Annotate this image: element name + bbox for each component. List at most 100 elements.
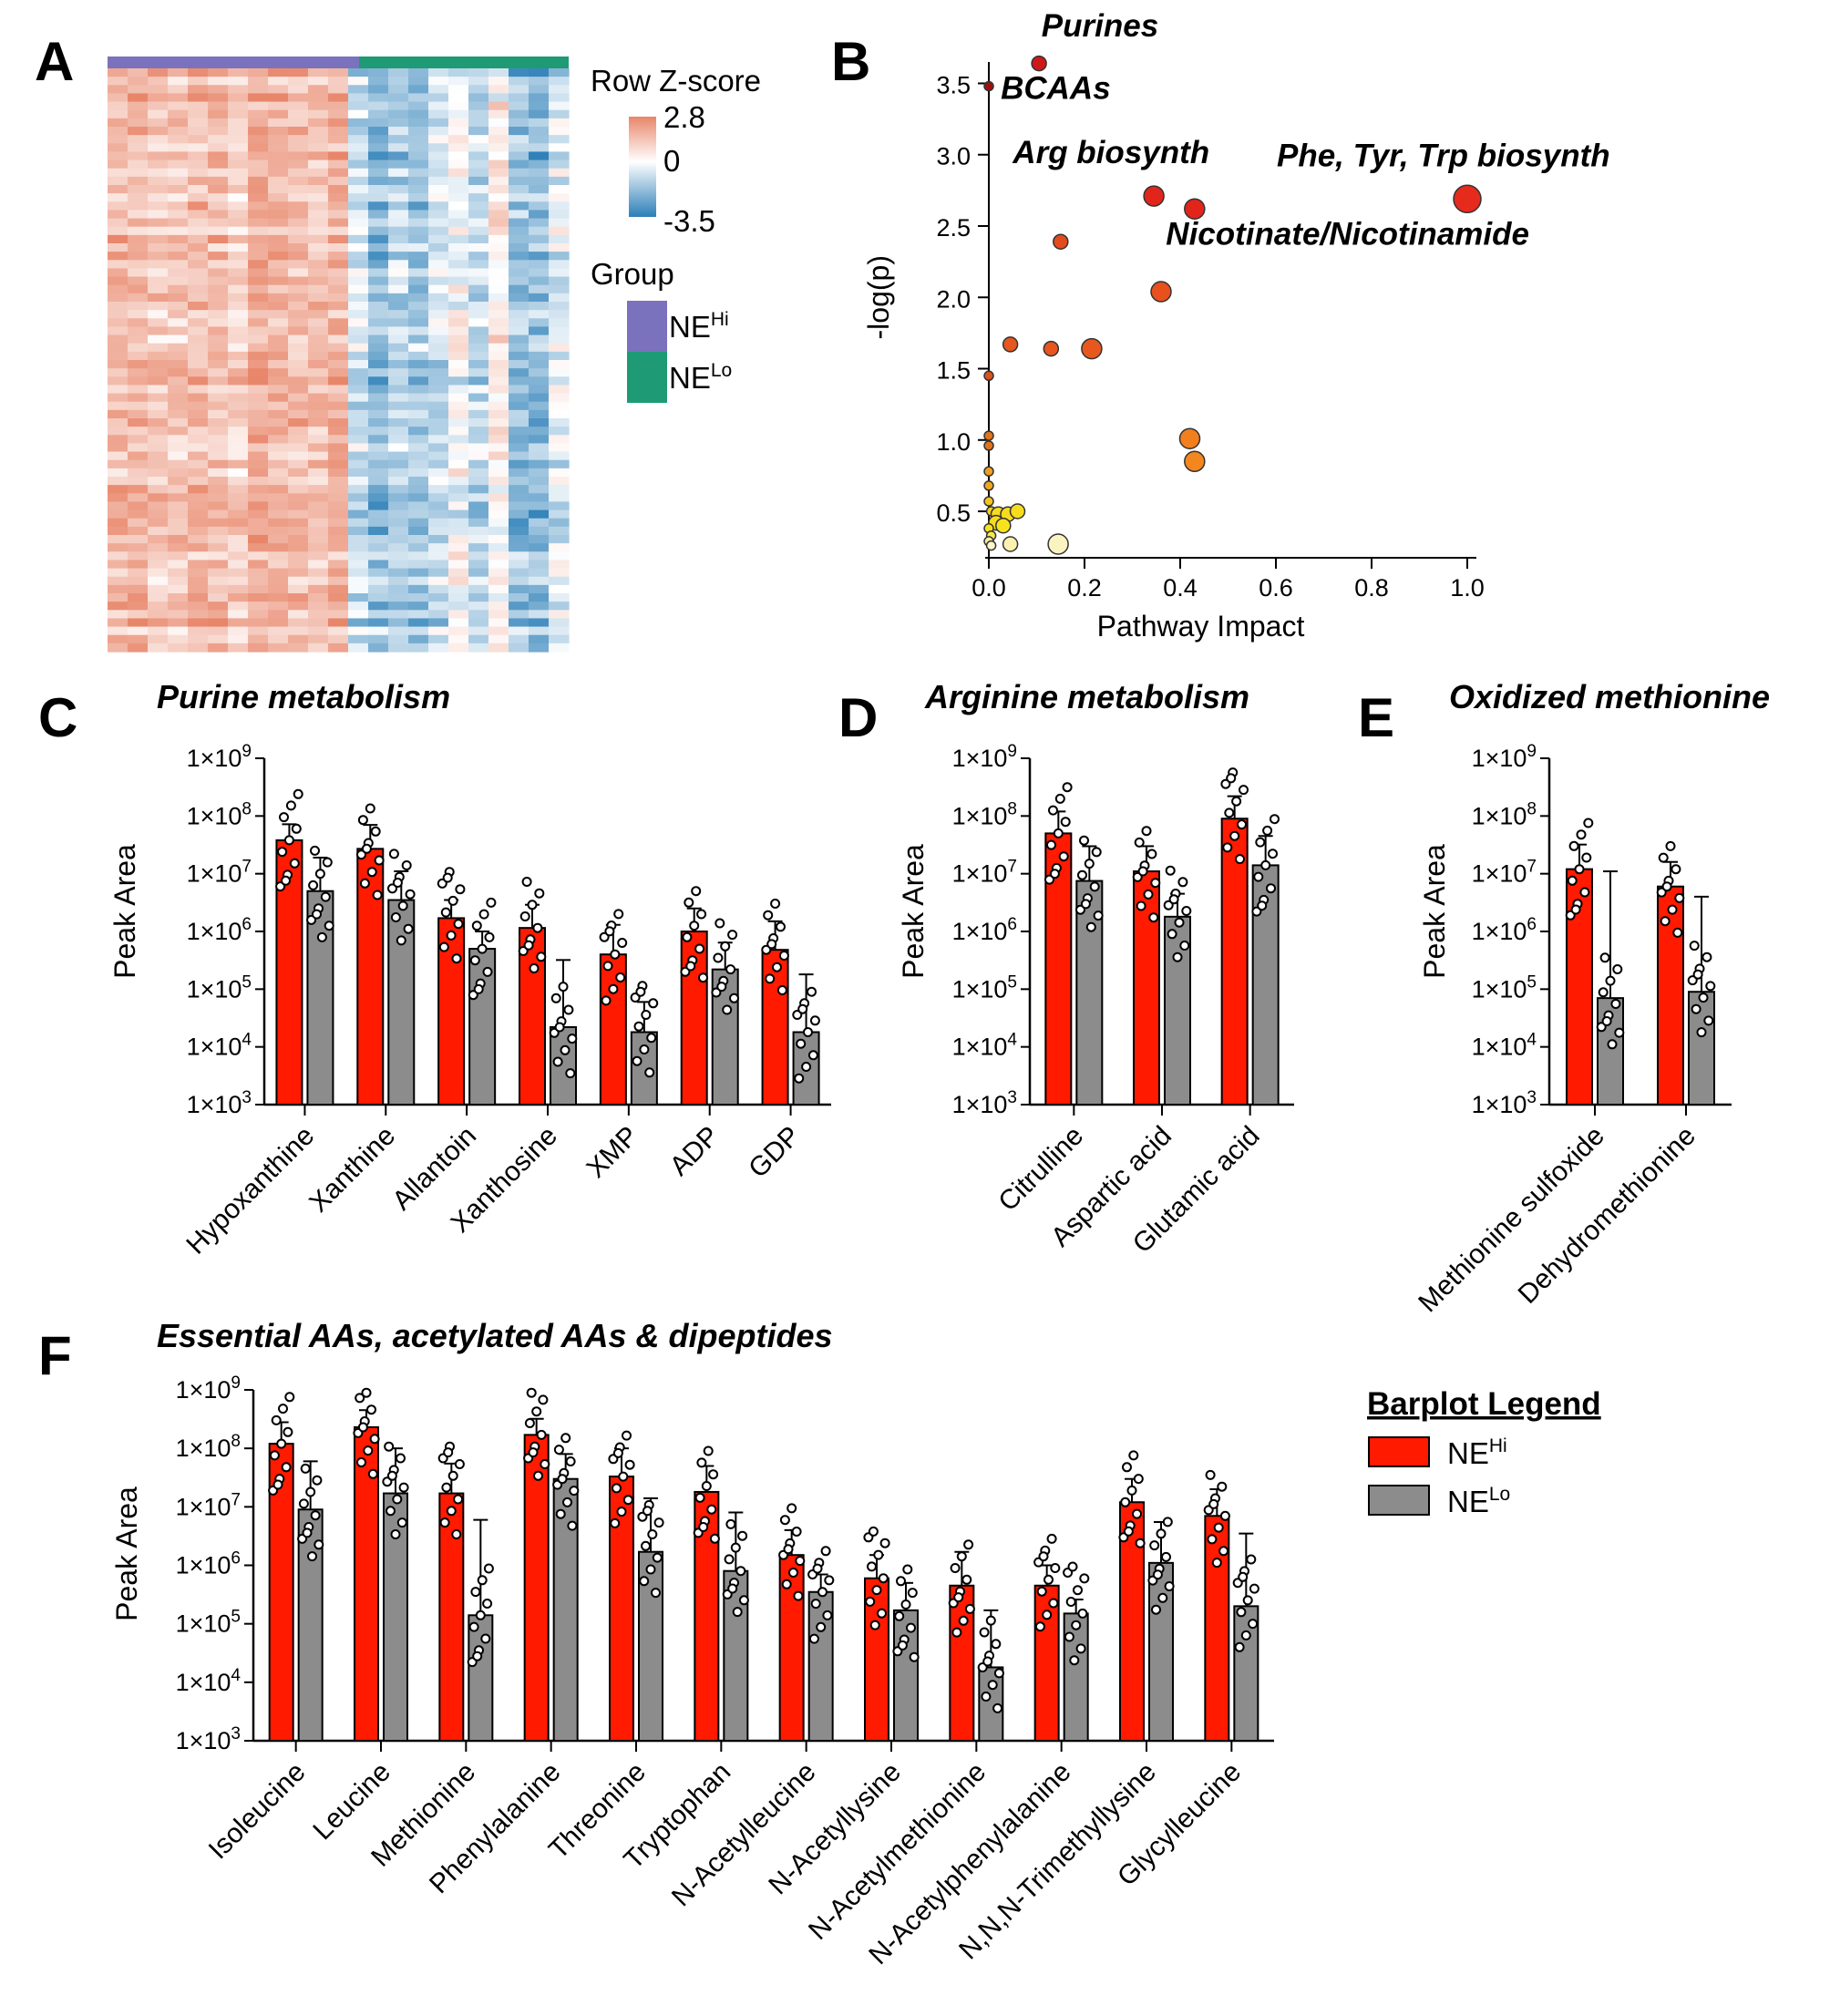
f-data-point <box>1071 1620 1082 1630</box>
heatmap-cell <box>328 576 349 586</box>
heatmap-cell <box>468 418 489 427</box>
heatmap-cell <box>408 427 429 436</box>
heatmap-cell <box>509 459 529 469</box>
heatmap-cell <box>228 243 249 252</box>
heatmap-cell <box>468 210 489 220</box>
heatmap-cell <box>308 302 329 311</box>
heatmap-cell <box>108 509 129 519</box>
heatmap-cell <box>488 477 509 486</box>
heatmap-cell <box>208 201 229 211</box>
heatmap-cell <box>188 610 209 620</box>
heatmap-cell <box>428 576 449 586</box>
heatmap-cell <box>348 368 369 377</box>
heatmap-cell <box>328 551 349 561</box>
heatmap-cell <box>228 459 249 469</box>
heatmap-cell <box>128 584 149 594</box>
heatmap-cell <box>188 334 209 345</box>
f-data-point <box>1042 1610 1053 1620</box>
heatmap-cell <box>108 401 129 411</box>
f-data-point <box>307 1551 317 1562</box>
heatmap-cell <box>128 210 149 220</box>
heatmap-cell <box>368 526 389 536</box>
heatmap-cell <box>108 310 129 319</box>
heatmap-cell <box>228 568 249 578</box>
b-x-tick-label: 1.0 <box>1450 574 1485 602</box>
heatmap-cell <box>448 101 469 111</box>
heatmap-cell <box>168 168 189 178</box>
heatmap-cell <box>509 68 529 77</box>
heatmap-cell <box>448 427 469 436</box>
heatmap-cell <box>388 576 409 586</box>
heatmap-cell <box>468 193 489 202</box>
heatmap-cell <box>148 109 169 119</box>
heatmap-cell <box>468 310 489 319</box>
heatmap-cell <box>208 326 229 336</box>
heatmap-cell <box>348 318 369 328</box>
heatmap-cell <box>248 634 269 644</box>
heatmap-cell <box>288 218 309 228</box>
heatmap-cell <box>228 593 249 602</box>
heatmap-cell <box>108 260 129 270</box>
heatmap-cell <box>488 252 509 261</box>
heatmap-cell <box>128 509 149 519</box>
heatmap-cell <box>348 501 369 511</box>
heatmap-cell <box>388 210 409 220</box>
heatmap-cell <box>368 602 389 611</box>
heatmap-cell <box>308 493 329 503</box>
heatmap-cell <box>468 584 489 594</box>
heatmap-cell <box>288 543 309 552</box>
c-y-tick-label: 1×107 <box>187 858 252 888</box>
heatmap-cell <box>448 218 469 228</box>
heatmap-cell <box>228 260 249 270</box>
f-data-point <box>1205 1469 1216 1480</box>
b-point <box>1184 198 1206 220</box>
heatmap-cell <box>348 226 369 236</box>
heatmap-cell <box>308 234 329 244</box>
heatmap-cell <box>549 159 570 170</box>
heatmap-cell <box>168 518 189 528</box>
heatmap-cell <box>248 260 269 270</box>
heatmap-cell <box>529 185 550 194</box>
b-annotation: Arg biosynth <box>1012 135 1209 170</box>
heatmap-cell <box>529 427 550 436</box>
heatmap-cell <box>368 409 389 419</box>
heatmap-cell <box>328 501 349 511</box>
heatmap-cell <box>148 526 169 536</box>
heatmap-cell <box>428 610 449 620</box>
heatmap-cell <box>549 427 570 436</box>
heatmap-cell <box>488 159 509 170</box>
heatmap-cell <box>328 351 349 361</box>
heatmap-cell <box>509 143 529 153</box>
heatmap-cell <box>368 193 389 202</box>
d-data-point <box>1079 835 1089 846</box>
c-data-point <box>482 966 493 977</box>
panel-d-arginine-metabolism: Arginine metabolism Peak Area 1×1031×104… <box>897 678 1294 1259</box>
heatmap-cell <box>148 293 169 303</box>
heatmap-cell <box>448 443 469 453</box>
heatmap-cell <box>288 310 309 319</box>
panel-e-oxidized-methionine: Oxidized methionine Peak Area 1×1031×104… <box>1413 678 1770 1318</box>
d-bar-ne-hi <box>1133 870 1160 1106</box>
heatmap-cell <box>248 610 269 620</box>
heatmap-cell <box>408 326 429 336</box>
heatmap-cell <box>208 218 229 228</box>
heatmap-cell <box>288 226 309 236</box>
heatmap-cell <box>509 334 529 345</box>
heatmap-cell <box>408 610 429 620</box>
heatmap-cell <box>128 409 149 419</box>
heatmap-cell <box>529 459 550 469</box>
heatmap-cell <box>148 451 169 461</box>
c-y-tick-label: 1×108 <box>187 799 252 829</box>
c-data-point <box>613 909 624 920</box>
e-data-point <box>1689 941 1700 951</box>
heatmap-cell <box>128 418 149 427</box>
heatmap-cell <box>388 427 409 436</box>
heatmap-cell <box>348 293 369 303</box>
heatmap-cell <box>208 268 229 278</box>
heatmap-cell <box>228 368 249 377</box>
heatmap-cell <box>108 176 129 186</box>
heatmap-cell <box>148 401 169 411</box>
d-data-point <box>1093 910 1104 921</box>
heatmap-cell <box>408 560 429 570</box>
heatmap-cell <box>148 343 169 353</box>
